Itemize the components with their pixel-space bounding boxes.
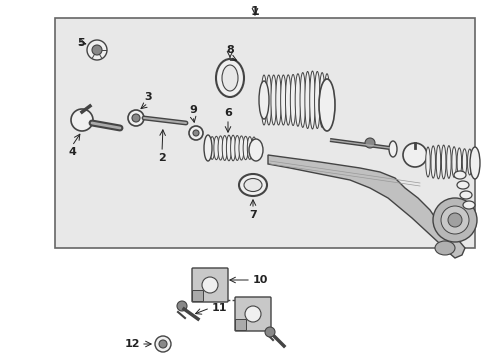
Text: 5: 5 [77, 38, 84, 48]
Text: 2: 2 [158, 153, 165, 163]
Ellipse shape [324, 74, 329, 126]
Ellipse shape [203, 135, 212, 161]
Text: 9: 9 [189, 105, 197, 115]
FancyBboxPatch shape [235, 297, 270, 331]
Ellipse shape [430, 146, 435, 178]
FancyBboxPatch shape [192, 291, 203, 302]
Ellipse shape [285, 75, 290, 125]
Ellipse shape [239, 136, 244, 160]
Circle shape [432, 198, 476, 242]
Circle shape [440, 206, 468, 234]
Ellipse shape [243, 136, 247, 160]
Circle shape [193, 130, 199, 136]
Ellipse shape [216, 59, 244, 97]
Circle shape [244, 306, 261, 322]
Ellipse shape [314, 72, 320, 129]
FancyBboxPatch shape [235, 320, 246, 330]
Ellipse shape [425, 147, 429, 177]
Text: 8: 8 [225, 45, 233, 55]
Circle shape [189, 126, 203, 140]
Ellipse shape [275, 75, 281, 125]
Ellipse shape [469, 147, 479, 179]
Ellipse shape [270, 75, 276, 125]
Circle shape [155, 336, 171, 352]
Ellipse shape [251, 137, 256, 159]
Ellipse shape [461, 149, 466, 175]
Text: 12: 12 [124, 339, 140, 349]
Ellipse shape [261, 75, 266, 125]
Ellipse shape [290, 75, 295, 126]
Text: 3: 3 [144, 92, 151, 102]
Circle shape [87, 40, 107, 60]
Ellipse shape [259, 81, 268, 119]
Ellipse shape [456, 181, 468, 189]
Ellipse shape [222, 65, 238, 91]
Ellipse shape [304, 72, 310, 129]
Ellipse shape [467, 149, 471, 175]
Ellipse shape [318, 79, 334, 131]
Ellipse shape [472, 149, 476, 175]
Ellipse shape [218, 136, 223, 160]
Text: 4: 4 [68, 147, 76, 157]
Circle shape [202, 277, 218, 293]
Ellipse shape [265, 75, 271, 125]
Ellipse shape [435, 145, 440, 179]
Ellipse shape [459, 191, 471, 199]
Ellipse shape [388, 141, 396, 157]
Text: 1: 1 [250, 5, 259, 18]
Ellipse shape [209, 137, 214, 159]
Ellipse shape [239, 174, 266, 196]
Ellipse shape [280, 75, 285, 125]
Ellipse shape [451, 147, 455, 177]
Circle shape [132, 114, 140, 122]
Circle shape [128, 110, 143, 126]
Ellipse shape [248, 139, 263, 161]
Ellipse shape [234, 136, 239, 161]
Circle shape [92, 45, 102, 55]
Ellipse shape [462, 201, 474, 209]
Ellipse shape [213, 136, 219, 160]
Circle shape [364, 138, 374, 148]
Text: 7: 7 [248, 210, 256, 220]
Circle shape [71, 109, 93, 131]
Circle shape [447, 213, 461, 227]
Bar [55, 18, 474, 248]
Ellipse shape [230, 135, 235, 161]
Ellipse shape [446, 146, 450, 178]
Text: 10: 10 [252, 275, 268, 285]
Ellipse shape [453, 171, 465, 179]
Ellipse shape [247, 137, 252, 159]
Ellipse shape [295, 74, 300, 126]
Circle shape [402, 143, 426, 167]
Polygon shape [267, 155, 464, 258]
Text: 11: 11 [212, 303, 227, 313]
Ellipse shape [226, 135, 231, 161]
Ellipse shape [456, 148, 461, 176]
Ellipse shape [441, 145, 445, 179]
Circle shape [177, 301, 186, 311]
Ellipse shape [205, 137, 210, 159]
FancyBboxPatch shape [192, 268, 227, 302]
Ellipse shape [309, 71, 315, 129]
Ellipse shape [244, 179, 262, 192]
Ellipse shape [434, 241, 454, 255]
Circle shape [159, 340, 167, 348]
Circle shape [264, 327, 274, 337]
Ellipse shape [319, 73, 324, 127]
Text: 6: 6 [224, 108, 231, 118]
Ellipse shape [222, 136, 227, 161]
Ellipse shape [300, 73, 305, 127]
